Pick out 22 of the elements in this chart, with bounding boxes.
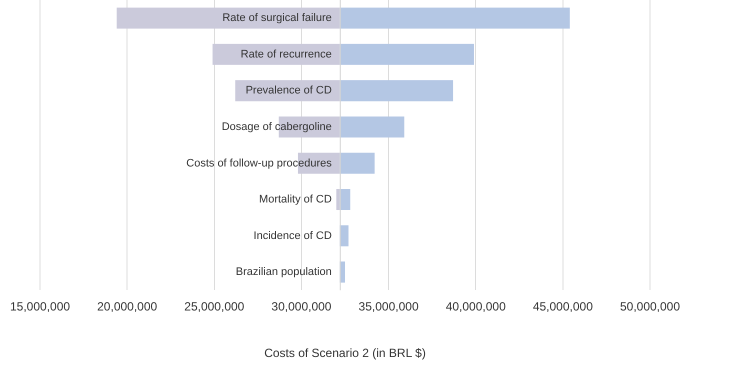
bar	[340, 44, 474, 65]
x-tick-label: 35,000,000	[358, 300, 419, 314]
y-tick-label: Rate of recurrence	[240, 48, 332, 60]
y-tick-label: Costs of follow-up procedures	[186, 157, 332, 170]
x-tick-label: 50,000,000	[620, 300, 680, 314]
y-tick-label: Brazilian population	[236, 266, 332, 278]
x-axis-title: Costs of Scenario 2 (in BRL $)	[264, 346, 426, 360]
x-tick-label: 15,000,000	[10, 300, 70, 314]
y-tick-label: Dosage of cabergoline	[222, 120, 332, 133]
x-tick-label: 30,000,000	[271, 300, 332, 314]
x-tick-label: 45,000,000	[532, 300, 594, 314]
bar	[340, 116, 404, 138]
y-tick-label: Incidence of CD	[254, 230, 332, 242]
bar	[340, 80, 454, 102]
y-tick-label: Prevalence of CD	[246, 84, 332, 97]
bar	[340, 152, 375, 174]
bar	[340, 8, 570, 29]
y-tick-label: Mortality of CD	[259, 194, 332, 206]
x-tick-label: 40,000,000	[446, 300, 506, 314]
y-tick-label: Rate of surgical failure	[222, 12, 332, 24]
x-tick-label: 25,000,000	[184, 300, 245, 314]
x-tick-label: 20,000,000	[97, 300, 158, 314]
